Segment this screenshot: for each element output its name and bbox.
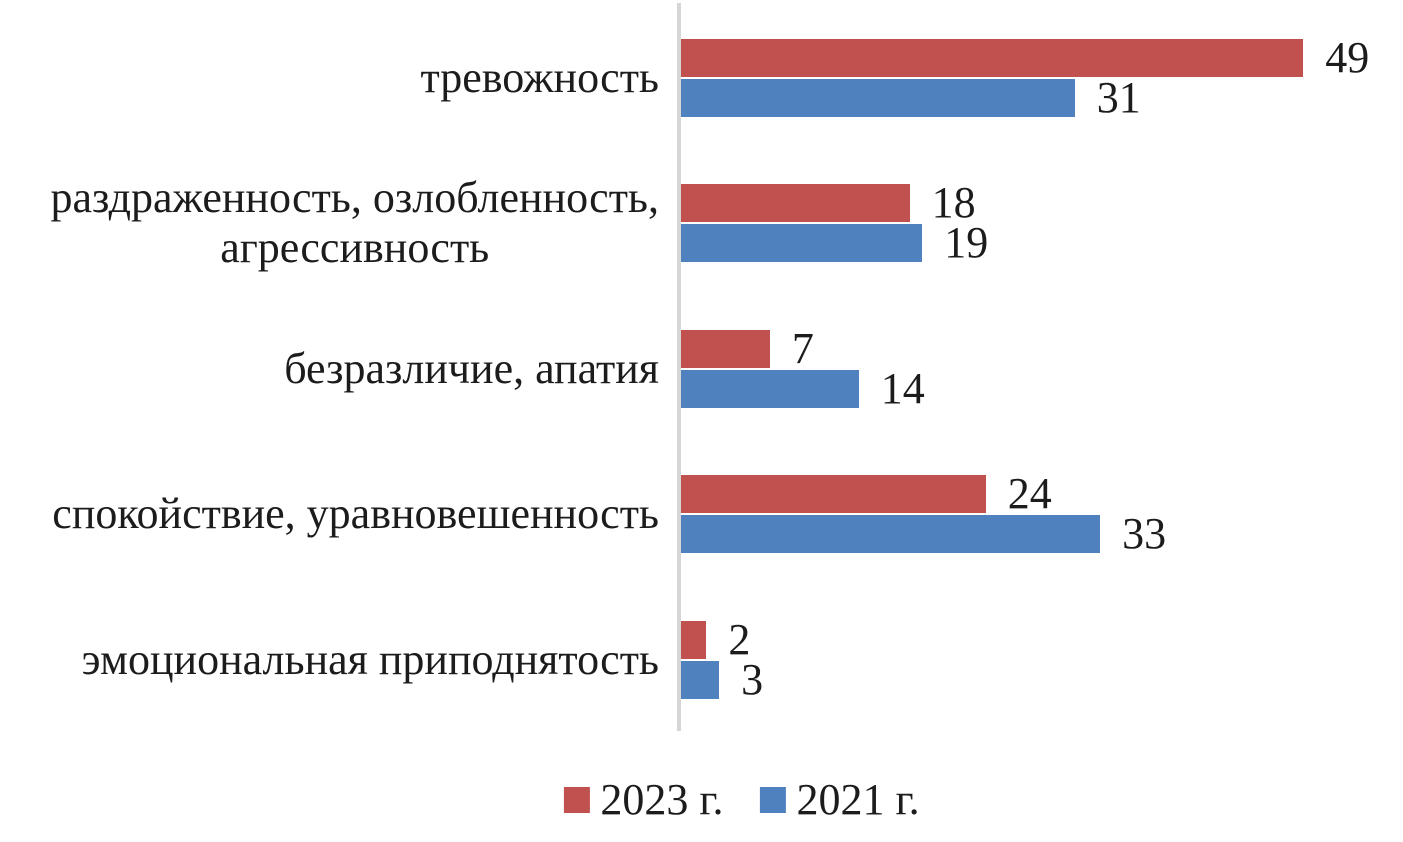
vertical-axis-line: [677, 3, 681, 731]
plot-area: тревожность 49 31 раздраженность, озлобл…: [0, 5, 1403, 733]
bar-2023: [681, 620, 707, 659]
bar-group: 49 31: [681, 32, 1370, 122]
bar-2021: [681, 224, 923, 263]
category-label: раздраженность, озлобленность, агрессивн…: [50, 173, 659, 273]
bar-group: 24 33: [681, 469, 1167, 559]
legend-item-2023: 2023 г.: [563, 775, 724, 824]
value-label: 31: [1096, 72, 1141, 122]
category-label: безразличие, апатия: [284, 343, 659, 393]
legend-label: 2023 г.: [600, 775, 724, 824]
category-row: эмоциональная приподнятость 2 3: [0, 587, 1403, 733]
bar-group: 18 19: [681, 178, 989, 268]
category-row: спокойствие, уравновешенность 24 33: [0, 442, 1403, 588]
category-row: безразличие, апатия 7 14: [0, 296, 1403, 442]
legend-swatch-red-icon: [563, 787, 590, 813]
bar-2023: [681, 329, 770, 368]
value-label: 33: [1122, 509, 1167, 559]
value-label: 49: [1325, 32, 1370, 82]
value-label: 2: [728, 614, 751, 664]
value-label: 14: [880, 363, 925, 413]
bar-2021: [681, 515, 1101, 554]
legend-item-2021: 2021 г.: [759, 775, 920, 824]
value-label: 24: [1007, 469, 1052, 519]
value-label: 7: [791, 323, 814, 373]
bar-2021: [681, 369, 859, 408]
value-label: 19: [944, 218, 989, 268]
bar-2023: [681, 38, 1304, 77]
category-label: эмоциональная приподнятость: [81, 634, 659, 684]
category-row: тревожность 49 31: [0, 5, 1403, 151]
bar-2021: [681, 660, 720, 699]
bar-2021: [681, 78, 1075, 117]
bar-group: 7 14: [681, 323, 925, 413]
value-label: 3: [741, 654, 764, 704]
category-label: тревожность: [420, 52, 659, 102]
category-label: спокойствие, уравновешенность: [52, 489, 659, 539]
bar-2023: [681, 184, 910, 223]
legend-label: 2021 г.: [796, 775, 920, 824]
category-row: раздраженность, озлобленность, агрессивн…: [0, 151, 1403, 297]
legend: 2023 г. 2021 г.: [563, 775, 920, 824]
bar-group: 2 3: [681, 614, 764, 704]
value-label: 18: [931, 178, 976, 228]
legend-swatch-blue-icon: [759, 787, 786, 813]
bar-2023: [681, 475, 986, 514]
